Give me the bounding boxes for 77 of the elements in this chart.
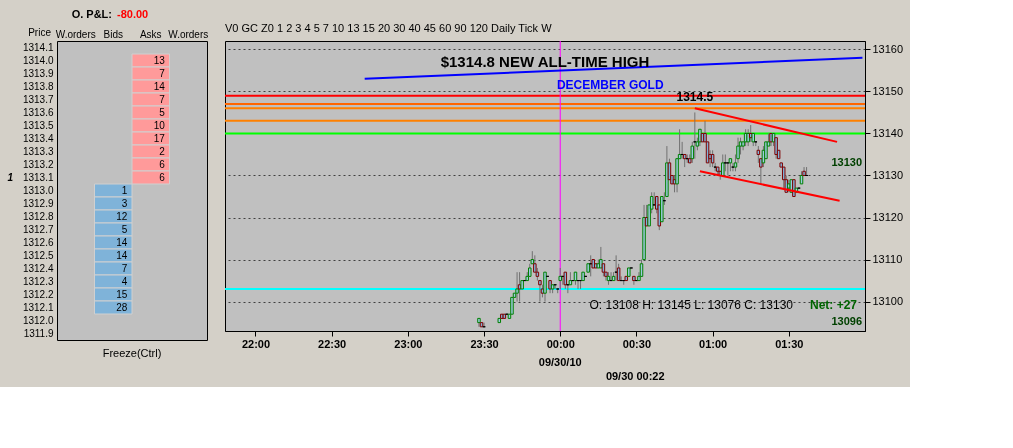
y-tick-label: 1312.9 — [22, 197, 54, 209]
y-tick-label: 13100 — [872, 295, 904, 308]
y-tick-label: 1313.0 — [22, 184, 54, 196]
x-tick-label: 23:00 — [394, 337, 423, 350]
y-tick-label: 1312.7 — [22, 223, 54, 235]
y-tick-label: 1313.9 — [22, 67, 54, 79]
y-tick-label: 1314.1 — [22, 41, 54, 53]
x-tick-label: 01:30 — [775, 337, 804, 350]
data-label: 15 — [116, 288, 128, 300]
y-tick-label: 13110 — [872, 253, 903, 266]
y-tick-label: 13140 — [872, 126, 904, 139]
y-tick-label: 1312.8 — [22, 210, 54, 222]
text: -80.00 — [117, 8, 149, 20]
data-label: 1 — [121, 184, 128, 196]
data-label: 14 — [153, 80, 166, 92]
y-tick-label: 1312.3 — [22, 275, 54, 287]
y-tick-label: 13160 — [872, 42, 904, 55]
x-tick-label: 00:30 — [622, 337, 651, 350]
y-tick-label: 1313.1 — [22, 171, 54, 183]
y-tick-label: 1312.4 — [22, 262, 54, 274]
x-tick-label: Asks — [139, 28, 162, 40]
data-label: 12 — [116, 210, 128, 222]
y-tick-label: 1312.6 — [22, 236, 54, 248]
annotation: O: 13108 H: 13145 L: 13076 C: 13130 — [589, 298, 794, 312]
y-tick-label: 1313.2 — [22, 158, 54, 170]
data-label: 6 — [159, 171, 166, 183]
y-tick-label: 1313.7 — [22, 93, 54, 105]
text: 09/30 00:22 — [605, 370, 665, 382]
candlestick — [558, 267, 562, 290]
y-tick-label: 1312.5 — [22, 249, 54, 261]
annotation: 13096 — [831, 315, 862, 327]
data-label: 2 — [159, 145, 166, 157]
y-tick-label: 13120 — [872, 211, 904, 224]
data-label: 4 — [121, 275, 128, 287]
data-label: 10 — [153, 119, 166, 131]
data-label: 13 — [153, 54, 166, 66]
candlestick — [781, 166, 786, 189]
y-tick-label: 1313.8 — [22, 80, 54, 92]
data-label: 6 — [159, 158, 166, 170]
y-tick-label: 1312.2 — [22, 288, 54, 300]
data-label: 7 — [159, 93, 166, 105]
data-label: 5 — [121, 223, 128, 235]
annotation: Net: +27 — [809, 298, 858, 312]
text: O. P&L: — [71, 8, 112, 20]
data-label: 14 — [116, 236, 128, 248]
annotation: 13130 — [831, 156, 862, 169]
data-label: 28 — [116, 301, 128, 313]
x-tick-label: 00:00 — [546, 337, 575, 350]
data-label: 17 — [153, 132, 166, 144]
data-label: 3 — [121, 197, 128, 209]
y-axis-title: Price — [28, 27, 52, 38]
x-tick-label: 22:00 — [241, 337, 271, 350]
data-label: 5 — [159, 106, 166, 118]
text: V0 GC Z0 1 2 3 4 5 7 10 13 15 20 30 40 45 60 90 120 Daily Tick W — [225, 22, 553, 34]
y-tick-label: 1314.0 — [22, 54, 54, 66]
text: 09/30/10 — [538, 356, 582, 368]
y-tick-label: 1313.6 — [22, 106, 54, 118]
x-tick-label: W.orders — [168, 28, 209, 40]
candlestick — [802, 166, 806, 176]
x-tick-label: Bids — [103, 28, 123, 40]
y-tick-label: 13130 — [872, 168, 904, 181]
y-tick-label: 1313.5 — [22, 119, 54, 131]
x-tick-label: W.orders — [55, 28, 96, 40]
y-tick-label: 13150 — [872, 84, 904, 97]
y-tick-label: 1312.0 — [22, 314, 54, 326]
y-tick-label: 1313.3 — [22, 145, 54, 157]
y-tick-label: 1313.4 — [22, 132, 54, 144]
data-label: 7 — [159, 67, 166, 79]
data-label: 7 — [121, 262, 128, 274]
x-tick-label: 01:00 — [699, 337, 728, 350]
text: 1 — [7, 171, 14, 183]
y-tick-label: 1312.1 — [22, 301, 54, 313]
x-tick-label: 22:30 — [318, 337, 347, 350]
y-tick-label: 1311.9 — [23, 327, 54, 339]
text: Freeze(Ctrl) — [102, 347, 162, 359]
data-label: 14 — [116, 249, 128, 261]
x-tick-label: 23:30 — [470, 337, 499, 350]
